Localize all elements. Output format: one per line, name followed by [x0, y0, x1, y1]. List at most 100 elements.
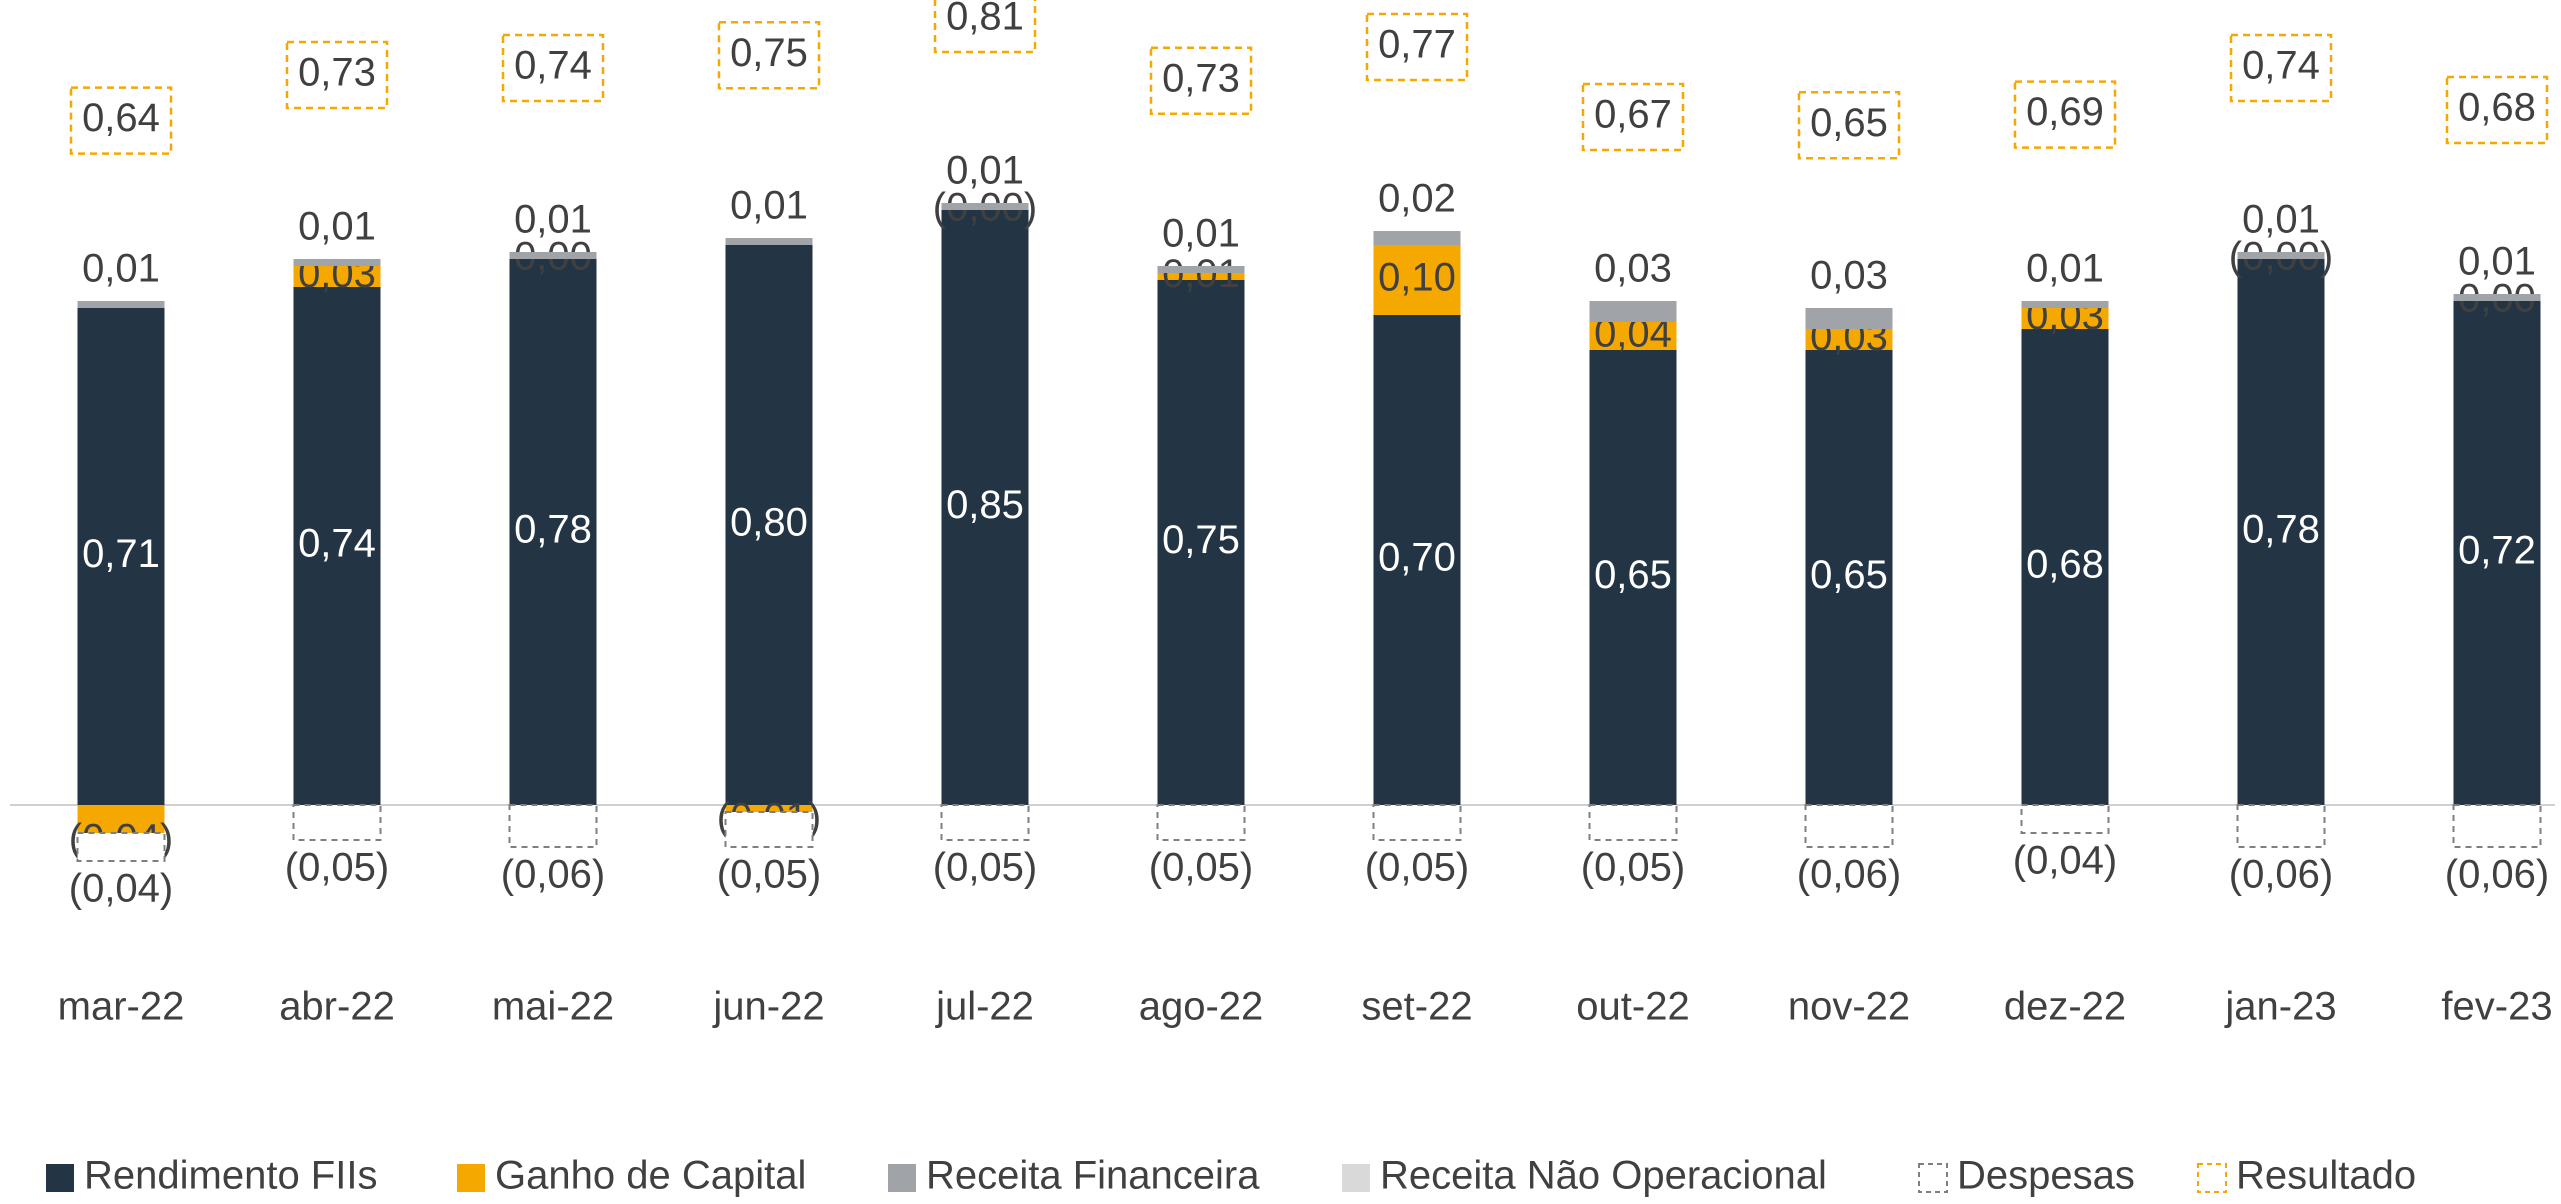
legend-swatch — [1342, 1164, 1370, 1192]
bar-segment — [76, 832, 166, 862]
data-label: 0,70 — [1378, 536, 1456, 580]
bar-segment — [725, 238, 813, 245]
bar-segment — [1589, 322, 1677, 350]
data-label: 0,01 — [514, 198, 592, 242]
bar-segment — [1589, 350, 1677, 805]
x-tick-label: set-22 — [1361, 985, 1472, 1029]
legend: Rendimento FIIs Ganho de Capital Receita F… — [46, 1154, 2416, 1198]
bar-segment — [941, 210, 1029, 805]
data-label: (0,05) — [717, 853, 822, 897]
data-label: (0,06) — [1797, 853, 1902, 897]
x-tick-label: jun-22 — [712, 985, 824, 1029]
data-label: (0,05) — [933, 846, 1038, 890]
bar-segment — [293, 287, 381, 805]
result-box — [1581, 82, 1685, 152]
bar-segment — [2236, 804, 2326, 848]
result-label: 0,74 — [514, 44, 592, 88]
bar-segment — [1588, 804, 1678, 841]
bar-segment — [1589, 301, 1677, 322]
bar-segment — [940, 804, 1030, 841]
result-box — [2445, 75, 2549, 145]
legend-swatch — [1918, 1163, 1948, 1193]
x-tick-label: fev-23 — [2441, 985, 2552, 1029]
result-label: 0,69 — [2026, 90, 2104, 134]
bar-segment — [292, 804, 382, 841]
result-label: 0,81 — [946, 0, 1024, 39]
bar-segment — [1805, 308, 1893, 329]
legend-label: Resultado — [2236, 1154, 2416, 1198]
bar-segment — [2021, 301, 2109, 308]
bar-segment — [1804, 804, 1894, 848]
data-label: 0,65 — [1810, 553, 1888, 597]
bar-segment — [1372, 804, 1462, 841]
data-label: 0,80 — [730, 501, 808, 545]
legend-label: Ganho de Capital — [495, 1154, 806, 1198]
data-label: 0,01 — [1162, 252, 1240, 296]
legend-label: Receita Financeira — [926, 1154, 1260, 1198]
x-tick-label: ago-22 — [1139, 985, 1264, 1029]
bar-segment — [1157, 273, 1245, 280]
bar-segment — [293, 259, 381, 266]
data-label: 0,03 — [2026, 294, 2104, 338]
legend-label: Rendimento FIIs — [84, 1154, 377, 1198]
data-label: (0,05) — [285, 846, 390, 890]
data-label: 0,01 — [2458, 240, 2536, 284]
data-label: 0,01 — [946, 149, 1024, 193]
result-label: 0,64 — [82, 96, 160, 140]
data-label: 0,01 — [2242, 198, 2320, 242]
result-label: 0,73 — [1162, 56, 1240, 100]
data-label: 0,75 — [1162, 518, 1240, 562]
bar-segment — [1373, 231, 1461, 245]
result-label: 0,65 — [1810, 101, 1888, 145]
x-tick-label: jan-23 — [2224, 985, 2336, 1029]
result-box — [717, 20, 821, 90]
bar-segment — [77, 301, 165, 308]
data-label: 0,68 — [2026, 543, 2104, 587]
result-label: 0,74 — [2242, 44, 2320, 88]
result-label: 0,77 — [1378, 23, 1456, 67]
x-tick-label: mai-22 — [492, 985, 614, 1029]
result-box — [2229, 33, 2333, 103]
x-tick-label: mar-22 — [58, 985, 185, 1029]
bar-segment — [508, 804, 598, 848]
bar-segment — [1373, 245, 1461, 315]
bar-segment — [77, 308, 165, 805]
result-label: 0,73 — [298, 51, 376, 95]
result-box — [933, 0, 1037, 54]
x-tick-label: jul-22 — [935, 985, 1034, 1029]
data-label: 0,72 — [2458, 529, 2536, 573]
data-label: (0,05) — [1365, 846, 1470, 890]
data-label: 0,01 — [2026, 247, 2104, 291]
x-tick-label: nov-22 — [1788, 985, 1910, 1029]
data-label: (0,04) — [2013, 839, 2118, 883]
bar-segment — [509, 259, 597, 805]
data-label: (0,05) — [1149, 846, 1254, 890]
bar-segment — [293, 266, 381, 287]
data-label: 0,85 — [946, 483, 1024, 527]
result-box — [1797, 90, 1901, 160]
data-label: 0,78 — [2242, 508, 2320, 552]
result-box — [69, 86, 173, 155]
bar-segment — [2453, 294, 2541, 301]
data-label: 0,02 — [1378, 177, 1456, 221]
data-label: 0,01 — [82, 247, 160, 291]
result-box — [2013, 80, 2117, 149]
data-label: 0,01 — [298, 205, 376, 249]
legend-swatch — [2197, 1163, 2227, 1193]
data-label: 0,03 — [298, 252, 376, 296]
result-label: 0,67 — [1594, 93, 1672, 137]
result-box — [285, 40, 389, 110]
legend-label: Despesas — [1957, 1154, 2135, 1198]
bar-segment — [725, 805, 813, 812]
bar-segment — [1157, 280, 1245, 805]
result-box — [501, 33, 605, 103]
bar-segment — [509, 252, 597, 259]
bar-segment — [1805, 329, 1893, 350]
result-label: 0,75 — [730, 31, 808, 75]
data-label: 0,01 — [730, 184, 808, 228]
bar-segment — [1157, 266, 1245, 273]
bar-segment — [2021, 308, 2109, 329]
x-tick-label: abr-22 — [279, 985, 395, 1029]
legend-swatch — [46, 1164, 74, 1192]
data-label: (0,06) — [2445, 853, 2550, 897]
